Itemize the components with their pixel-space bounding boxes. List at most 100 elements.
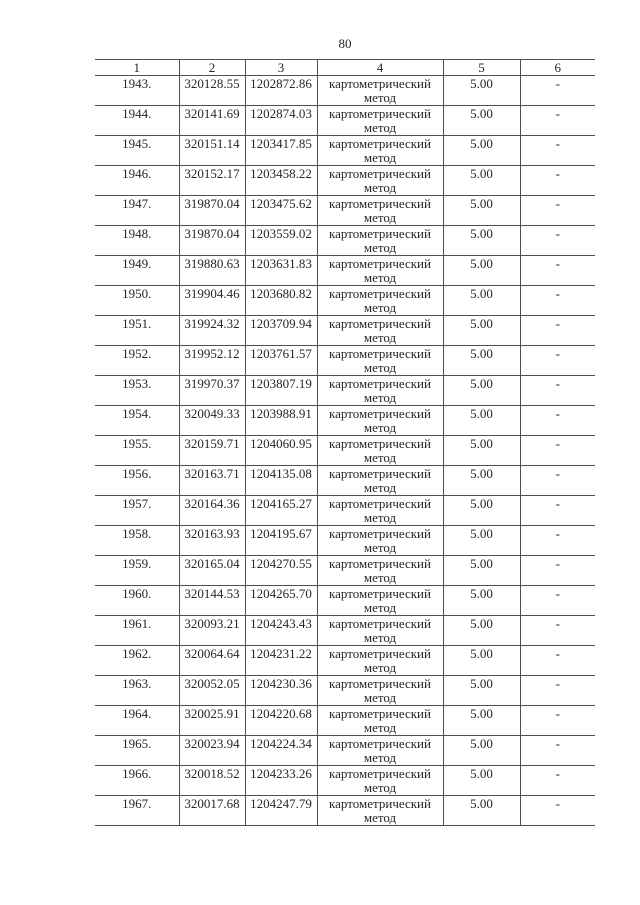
cell-note: - <box>519 285 595 316</box>
cell-coordinate-y: 1203631.83 <box>244 255 317 286</box>
cell-note: - <box>519 345 595 376</box>
cell-method: картометрический метод <box>316 285 443 316</box>
cell-note: - <box>519 375 595 406</box>
cell-coordinate-y: 1203458.22 <box>244 165 317 196</box>
cell-precision: 5.00 <box>442 375 520 406</box>
cell-coordinate-y: 1202872.86 <box>244 75 317 106</box>
page-number: 80 <box>338 36 352 51</box>
cell-note: - <box>519 105 595 136</box>
cell-method: картометрический метод <box>316 585 443 616</box>
cell-coordinate-x: 320164.36 <box>178 495 245 526</box>
cell-point-number: 1951. <box>95 315 179 346</box>
cell-method: картометрический метод <box>316 615 443 646</box>
cell-precision: 5.00 <box>442 315 520 346</box>
cell-method: картометрический метод <box>316 525 443 556</box>
cell-precision: 5.00 <box>442 795 520 826</box>
cell-note: - <box>519 435 595 466</box>
cell-coordinate-y: 1203988.91 <box>244 405 317 436</box>
coordinates-table: 1 2 3 4 5 6 1943. 320128.55 1202872.86 к… <box>95 59 595 826</box>
cell-method: картометрический метод <box>316 345 443 376</box>
table-row: 1956. 320163.71 1204135.08 картометричес… <box>95 465 595 496</box>
cell-coordinate-y: 1204230.36 <box>244 675 317 706</box>
cell-coordinate-x: 320141.69 <box>178 105 245 136</box>
cell-coordinate-y: 1204220.68 <box>244 705 317 736</box>
cell-method: картометрический метод <box>316 645 443 676</box>
table-row: 1963. 320052.05 1204230.36 картометричес… <box>95 675 595 706</box>
cell-coordinate-x: 320023.94 <box>178 735 245 766</box>
cell-note: - <box>519 525 595 556</box>
cell-coordinate-x: 319870.04 <box>178 225 245 256</box>
table-row: 1960. 320144.53 1204265.70 картометричес… <box>95 585 595 616</box>
cell-coordinate-x: 320163.71 <box>178 465 245 496</box>
cell-method: картометрический метод <box>316 375 443 406</box>
cell-coordinate-x: 319870.04 <box>178 195 245 226</box>
cell-note: - <box>519 645 595 676</box>
cell-coordinate-y: 1203709.94 <box>244 315 317 346</box>
table-row: 1965. 320023.94 1204224.34 картометричес… <box>95 735 595 766</box>
table-row: 1961. 320093.21 1204243.43 картометричес… <box>95 615 595 646</box>
table-row: 1944. 320141.69 1202874.03 картометричес… <box>95 105 595 136</box>
cell-coordinate-x: 320128.55 <box>178 75 245 106</box>
cell-point-number: 1943. <box>95 75 179 106</box>
cell-method: картометрический метод <box>316 435 443 466</box>
cell-note: - <box>519 705 595 736</box>
cell-method: картометрический метод <box>316 225 443 256</box>
cell-method: картометрический метод <box>316 705 443 736</box>
cell-precision: 5.00 <box>442 345 520 376</box>
cell-point-number: 1955. <box>95 435 179 466</box>
cell-method: картометрический метод <box>316 675 443 706</box>
cell-method: картометрический метод <box>316 105 443 136</box>
cell-note: - <box>519 195 595 226</box>
table-row: 1949. 319880.63 1203631.83 картометричес… <box>95 255 595 286</box>
cell-method: картометрический метод <box>316 765 443 796</box>
cell-precision: 5.00 <box>442 435 520 466</box>
table-header-row: 1 2 3 4 5 6 <box>95 59 595 76</box>
table-row: 1964. 320025.91 1204220.68 картометричес… <box>95 705 595 736</box>
cell-note: - <box>519 165 595 196</box>
cell-coordinate-x: 320064.64 <box>178 645 245 676</box>
cell-point-number: 1961. <box>95 615 179 646</box>
cell-note: - <box>519 225 595 256</box>
cell-coordinate-x: 320159.71 <box>178 435 245 466</box>
cell-point-number: 1944. <box>95 105 179 136</box>
cell-point-number: 1967. <box>95 795 179 826</box>
cell-coordinate-y: 1204265.70 <box>244 585 317 616</box>
cell-precision: 5.00 <box>442 465 520 496</box>
table-row: 1967. 320017.68 1204247.79 картометричес… <box>95 795 595 826</box>
header-col-6: 6 <box>519 59 595 76</box>
cell-point-number: 1950. <box>95 285 179 316</box>
table-row: 1962. 320064.64 1204231.22 картометричес… <box>95 645 595 676</box>
cell-precision: 5.00 <box>442 225 520 256</box>
cell-point-number: 1962. <box>95 645 179 676</box>
cell-coordinate-y: 1204195.67 <box>244 525 317 556</box>
cell-coordinate-x: 320093.21 <box>178 615 245 646</box>
cell-point-number: 1954. <box>95 405 179 436</box>
header-col-5: 5 <box>442 59 520 76</box>
cell-note: - <box>519 675 595 706</box>
cell-point-number: 1949. <box>95 255 179 286</box>
table-row: 1947. 319870.04 1203475.62 картометричес… <box>95 195 595 226</box>
cell-point-number: 1966. <box>95 765 179 796</box>
cell-precision: 5.00 <box>442 165 520 196</box>
cell-coordinate-y: 1204135.08 <box>244 465 317 496</box>
cell-note: - <box>519 315 595 346</box>
cell-coordinate-y: 1203807.19 <box>244 375 317 406</box>
table-row: 1946. 320152.17 1203458.22 картометричес… <box>95 165 595 196</box>
header-col-4: 4 <box>316 59 443 76</box>
cell-point-number: 1963. <box>95 675 179 706</box>
cell-point-number: 1959. <box>95 555 179 586</box>
table-row: 1950. 319904.46 1203680.82 картометричес… <box>95 285 595 316</box>
cell-coordinate-y: 1204243.43 <box>244 615 317 646</box>
cell-method: картометрический метод <box>316 315 443 346</box>
cell-precision: 5.00 <box>442 255 520 286</box>
cell-method: картометрический метод <box>316 135 443 166</box>
cell-precision: 5.00 <box>442 585 520 616</box>
cell-method: картометрический метод <box>316 555 443 586</box>
cell-note: - <box>519 465 595 496</box>
cell-precision: 5.00 <box>442 705 520 736</box>
cell-precision: 5.00 <box>442 405 520 436</box>
cell-precision: 5.00 <box>442 135 520 166</box>
cell-precision: 5.00 <box>442 555 520 586</box>
header-col-1: 1 <box>95 59 179 76</box>
cell-point-number: 1952. <box>95 345 179 376</box>
